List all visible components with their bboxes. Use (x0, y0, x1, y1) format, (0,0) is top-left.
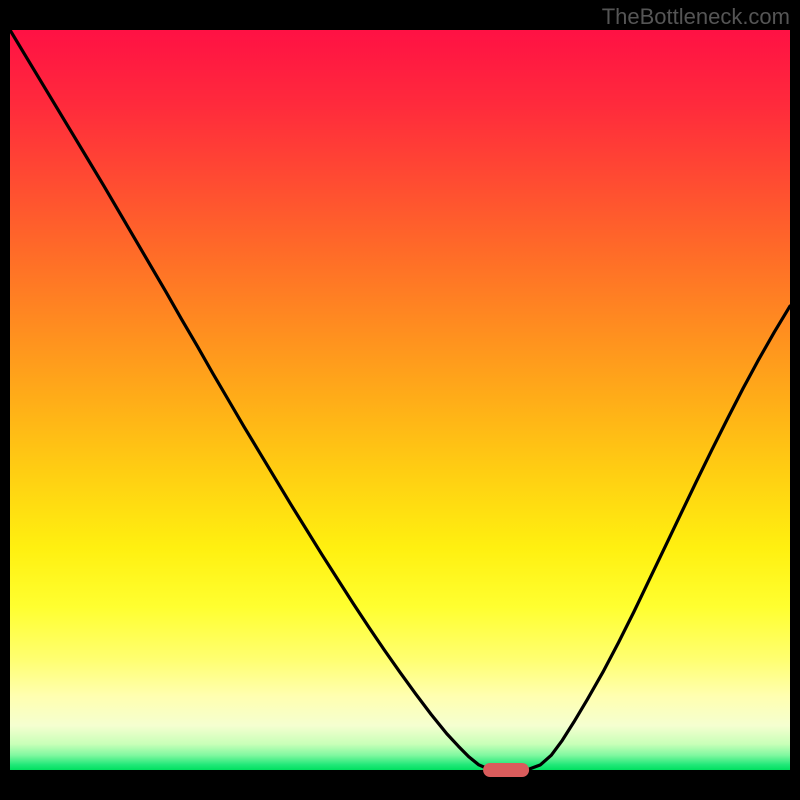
chart-svg (0, 0, 800, 800)
optimal-range-marker (483, 763, 529, 777)
gradient-plot-area (10, 30, 790, 770)
attribution-text: TheBottleneck.com (602, 4, 790, 30)
bottleneck-chart: TheBottleneck.com (0, 0, 800, 800)
